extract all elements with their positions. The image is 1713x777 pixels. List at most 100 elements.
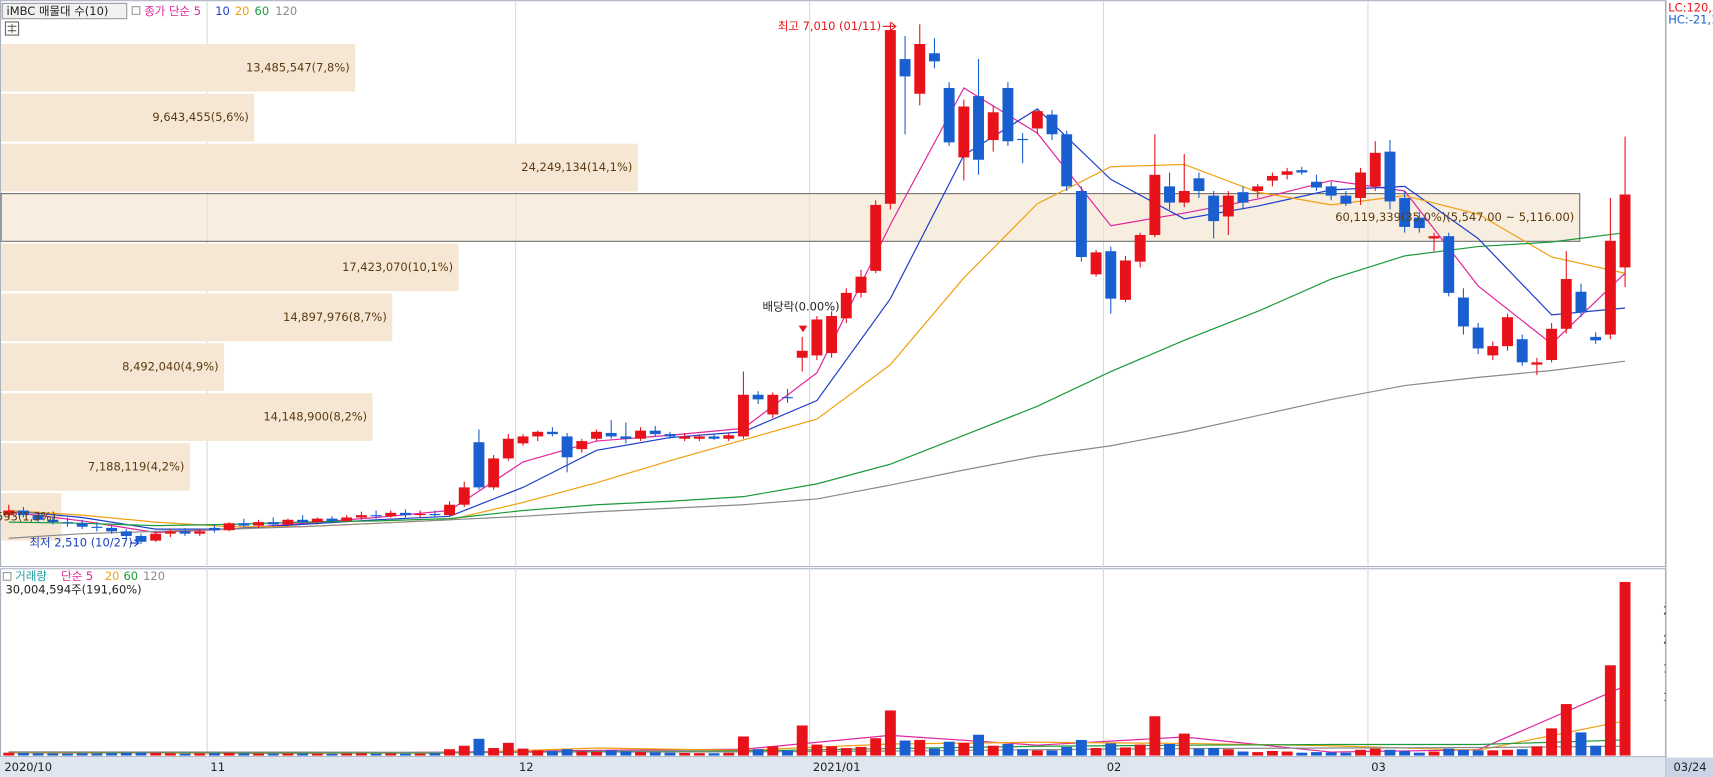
volume-bar	[355, 753, 367, 756]
profile-label: 7,188,119(4,2%)	[88, 459, 184, 473]
volume-bar	[135, 752, 147, 756]
candle-body	[1546, 328, 1558, 361]
candle-body	[1178, 191, 1190, 203]
candle-body	[855, 276, 867, 293]
candle-body	[458, 487, 470, 505]
candle-body	[400, 512, 411, 516]
volume-bar	[826, 746, 838, 756]
candle-body	[62, 522, 73, 524]
volume-bar	[1590, 745, 1602, 756]
candle-body	[47, 519, 59, 523]
volume-bar	[311, 753, 323, 756]
legend-title-box[interactable]	[1, 2, 128, 20]
volume-bar	[473, 738, 485, 756]
profile-bar	[1, 143, 638, 192]
volume-bar	[1560, 704, 1572, 756]
volume-bar	[1002, 743, 1014, 756]
volume-bar	[194, 753, 206, 756]
volume-bar	[341, 753, 353, 756]
candle-body	[693, 436, 705, 439]
candle-body	[796, 350, 808, 358]
volume-bar	[1443, 748, 1455, 756]
volume-bar	[840, 748, 852, 756]
dividend-annotation: 배당락(0.00%)	[763, 300, 840, 314]
candle-body	[253, 522, 264, 526]
profile-layer	[0, 43, 1581, 541]
volume-bar	[1604, 665, 1616, 756]
candle-body	[164, 531, 176, 534]
volume-bar	[1208, 748, 1220, 756]
profile-label: 2,298,593(1,3%)	[0, 509, 56, 523]
candle-body	[341, 517, 353, 521]
volume-bar	[620, 751, 632, 756]
candle-body	[76, 523, 88, 527]
volume-bar	[1120, 747, 1131, 756]
candle-body	[1590, 336, 1602, 341]
candle-body	[708, 436, 720, 439]
volume-bar	[1428, 751, 1440, 756]
candle-body	[1487, 346, 1499, 356]
volume-bar	[1134, 744, 1146, 756]
volume-bar	[1369, 748, 1381, 756]
candle-body	[1237, 192, 1249, 203]
hc-label: HC:-21,1	[1668, 12, 1713, 26]
profile-bar	[1, 243, 459, 292]
right-axis-bg	[1666, 0, 1713, 758]
volume-bar	[223, 752, 235, 756]
volume-bar	[605, 750, 617, 756]
volume-bar	[179, 753, 191, 756]
volume-bar	[576, 751, 588, 756]
volume-bar	[870, 738, 882, 756]
volume-bar	[267, 753, 279, 756]
candle-body	[884, 30, 896, 204]
candle-body	[1252, 186, 1264, 192]
volume-bar	[928, 748, 940, 756]
volume-bar	[708, 753, 720, 756]
x-tick-label: 2020/10	[4, 760, 52, 774]
candle-body	[605, 432, 617, 437]
volume-bar	[1487, 750, 1499, 756]
candle-body	[1017, 138, 1029, 141]
profile-label: 8,492,040(4,9%)	[122, 360, 218, 374]
volume-bar	[1193, 748, 1205, 756]
candle-body	[1193, 178, 1205, 192]
candle-body	[1090, 252, 1102, 275]
volume-bar	[62, 753, 73, 756]
candle-body	[473, 442, 485, 488]
legend-title: iMBC 매물대 수(10)	[7, 4, 109, 18]
volume-bar	[723, 752, 735, 756]
candle-body	[32, 515, 44, 520]
volume-legend-ma: 120	[143, 569, 165, 583]
x-tick-label: 03	[1371, 760, 1386, 774]
volume-bar	[1457, 749, 1469, 756]
candle-body	[223, 523, 235, 531]
volume-bar	[1237, 751, 1249, 756]
volume-bar	[1046, 750, 1058, 756]
volume-bar	[664, 752, 676, 756]
candle-body	[267, 522, 279, 525]
volume-bar	[1575, 732, 1587, 756]
volume-bar	[3, 752, 15, 756]
profile-bar	[1, 43, 356, 92]
candle-body	[1075, 191, 1087, 257]
volume-bar	[1355, 749, 1367, 756]
volume-bar	[76, 753, 88, 756]
volume-bar	[1619, 581, 1631, 756]
candle-body	[282, 519, 294, 525]
volume-info: 30,004,594주(191,60%)	[5, 583, 141, 597]
high-annotation: 최고 7,010 (01/11)	[778, 19, 881, 33]
candle-body	[1266, 175, 1278, 181]
candle-body	[811, 319, 823, 356]
volume-bar	[591, 751, 602, 756]
profile-bar	[1, 443, 190, 491]
candle-body	[576, 441, 588, 450]
volume-bar	[1017, 749, 1029, 756]
volume-legend: 거래량	[15, 569, 47, 583]
candle-body	[414, 513, 426, 516]
x-tick-label: 11	[210, 760, 225, 774]
candle-body	[385, 512, 397, 517]
x-tick-label: 2021/01	[813, 760, 861, 774]
candle-body	[1516, 339, 1528, 363]
legend-icon	[131, 6, 141, 15]
volume-bar	[1061, 746, 1073, 756]
